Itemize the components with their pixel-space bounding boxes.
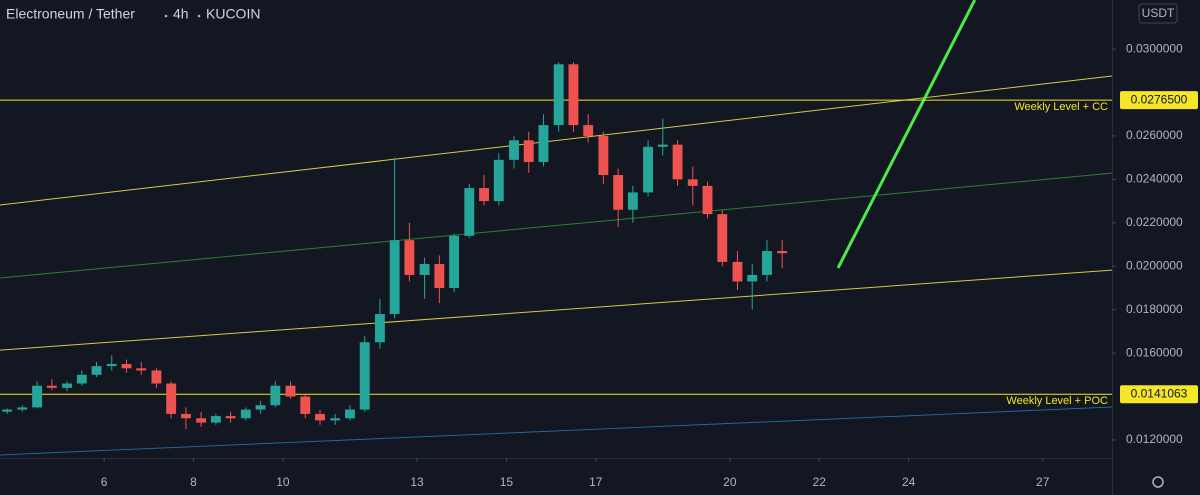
candle-body: [225, 416, 236, 419]
candle-body: [151, 370, 162, 384]
candle-body: [359, 342, 370, 410]
candle-body: [46, 385, 57, 388]
candle-body: [106, 363, 117, 367]
candle-body: [449, 235, 460, 288]
x-tick-label: 17: [589, 475, 603, 489]
candle-body: [598, 135, 609, 176]
candle-body: [285, 385, 296, 397]
candle-body: [657, 144, 668, 147]
candle-body: [419, 264, 430, 275]
candle-body: [479, 188, 489, 202]
candle-body: [747, 274, 758, 282]
level-price-tag: [1120, 91, 1198, 110]
candle-body: [300, 396, 311, 414]
level-price-tag: [1120, 385, 1198, 404]
candle-body: [553, 64, 564, 126]
trend-line: [0, 269, 1112, 351]
y-tick-label: 0.0160000: [1126, 345, 1183, 359]
trend-line: [0, 172, 1112, 279]
x-tick-label: 13: [410, 475, 424, 489]
y-tick-label: 0.0120000: [1126, 432, 1183, 446]
trend-line: [836, 0, 977, 269]
exchange: KUCOIN: [206, 6, 260, 22]
y-tick-label: 0.0180000: [1126, 302, 1183, 316]
candle-body: [717, 214, 728, 262]
candle-body: [568, 64, 579, 126]
candle-body: [2, 409, 13, 412]
candle-body: [493, 159, 504, 202]
y-tick-label: 0.0200000: [1126, 258, 1183, 272]
candle-body: [121, 363, 132, 369]
candle-body: [762, 251, 772, 275]
candle-body: [255, 405, 266, 410]
candle-body: [62, 383, 72, 388]
level-label: Weekly Level + POC: [1006, 395, 1108, 407]
candle-body: [32, 385, 43, 408]
x-tick-label: 6: [101, 475, 108, 489]
level-label: Weekly Level + CC: [1014, 101, 1108, 113]
x-tick-label: 24: [902, 475, 916, 489]
y-tick-label: 0.0300000: [1126, 41, 1183, 55]
separator: [197, 14, 201, 18]
candle-body: [672, 144, 683, 180]
candle-body: [389, 240, 400, 315]
x-tick-label: 15: [500, 475, 514, 489]
candle-body: [166, 383, 177, 414]
candle-body: [76, 374, 87, 384]
candle-body: [196, 418, 207, 423]
candle-body: [180, 413, 191, 419]
candle-body: [240, 409, 251, 419]
candle-body: [702, 185, 713, 215]
candle-body: [523, 140, 534, 163]
x-tick-label: 22: [813, 475, 827, 489]
gear[interactable]: [1152, 476, 1164, 488]
candle-body: [643, 146, 654, 193]
trend-line: [0, 406, 1112, 456]
currency-badge[interactable]: [1138, 3, 1178, 24]
y-tick-label: 0.0220000: [1126, 215, 1183, 229]
candle-body: [210, 416, 221, 423]
level-price-label: 0.0141063: [1131, 386, 1188, 400]
x-tick-label: 20: [723, 475, 737, 489]
currency[interactable]: USDT: [1142, 6, 1175, 20]
candle-body: [538, 125, 549, 163]
settings-icon[interactable]: [1152, 476, 1164, 488]
candle-body: [509, 140, 519, 160]
candle-body: [777, 251, 788, 254]
candle-body: [345, 409, 355, 419]
interval: 4h: [173, 6, 189, 22]
candle-body: [270, 385, 281, 406]
level-price-label: 0.0276500: [1131, 92, 1188, 106]
candle-body: [732, 261, 743, 282]
y-tick-label: 0.0240000: [1126, 172, 1183, 186]
y-tick-label: 0.0260000: [1126, 128, 1183, 142]
candle-body: [315, 413, 325, 421]
candle-body: [374, 314, 385, 343]
x-tick-label: 8: [190, 475, 197, 489]
x-tick-label: 10: [276, 475, 290, 489]
candle-body: [687, 179, 698, 186]
x-tick-label: 27: [1036, 475, 1050, 489]
symbol: Electroneum / Tether: [6, 6, 135, 22]
candle-body: [583, 125, 594, 136]
candle-body: [613, 175, 624, 210]
candle-body: [464, 188, 475, 236]
candle-body: [330, 418, 341, 421]
plot-area: [0, 0, 1112, 456]
candle-body: [91, 366, 102, 375]
candle-body: [434, 264, 445, 288]
candle-body: [404, 240, 415, 275]
candle-body: [136, 368, 147, 371]
candle-body: [17, 407, 28, 410]
candle-body: [627, 192, 638, 210]
separator: [164, 14, 168, 18]
